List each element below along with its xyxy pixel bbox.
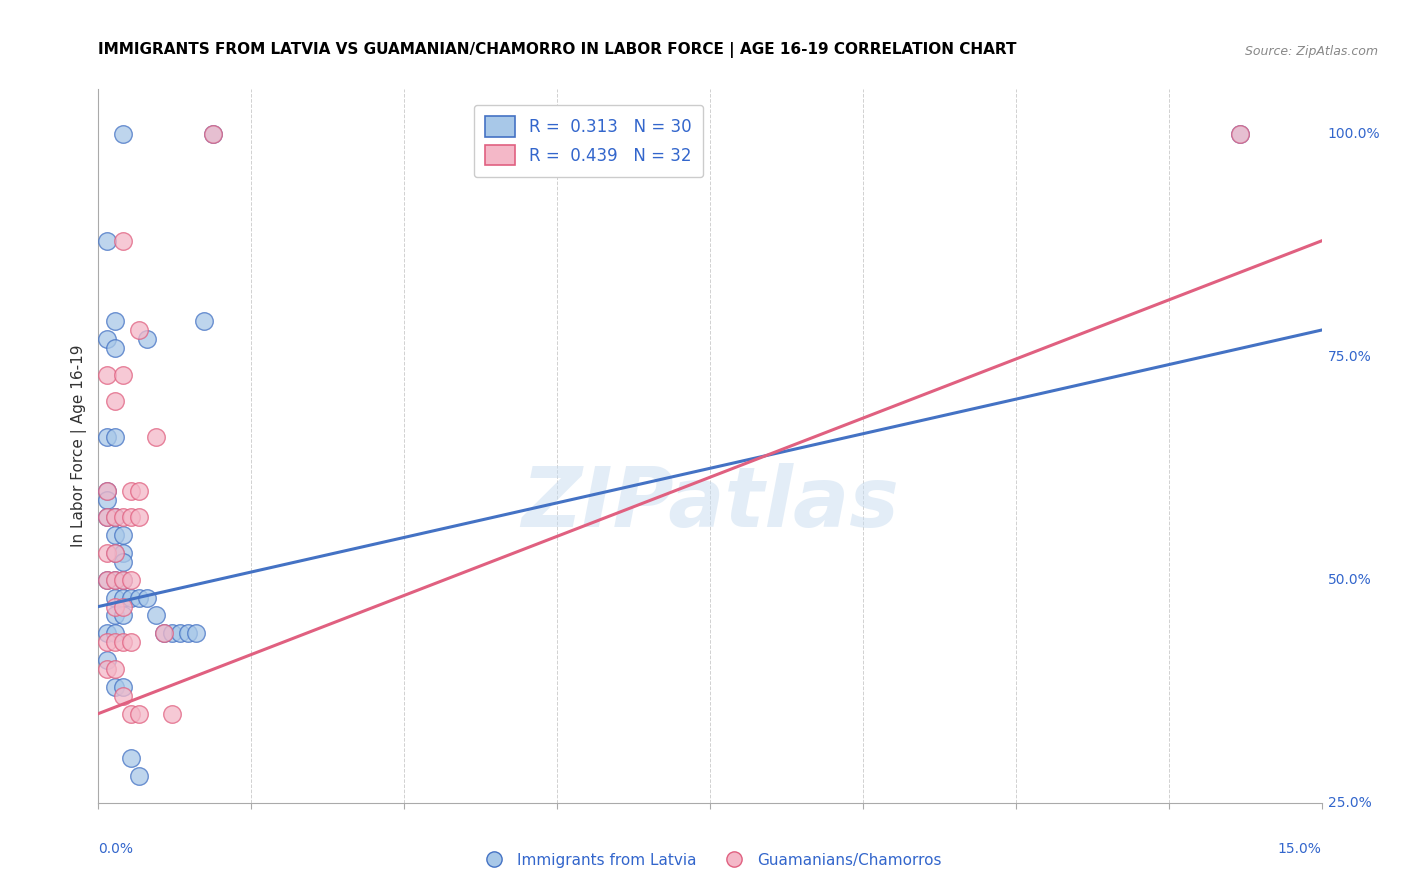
Point bbox=[104, 510, 127, 524]
Point bbox=[120, 751, 142, 765]
Legend: Immigrants from Latvia, Guamanians/Chamorros: Immigrants from Latvia, Guamanians/Chamo… bbox=[472, 847, 948, 873]
Point bbox=[104, 394, 127, 409]
Point bbox=[145, 608, 167, 623]
Point bbox=[104, 591, 127, 605]
Point bbox=[96, 510, 118, 524]
Point bbox=[177, 626, 200, 640]
Point bbox=[104, 546, 127, 560]
Point bbox=[128, 483, 150, 498]
Point bbox=[96, 510, 118, 524]
Text: 75.0%: 75.0% bbox=[1327, 350, 1371, 364]
Point bbox=[128, 706, 150, 721]
Point bbox=[111, 127, 134, 141]
Text: IMMIGRANTS FROM LATVIA VS GUAMANIAN/CHAMORRO IN LABOR FORCE | AGE 16-19 CORRELAT: IMMIGRANTS FROM LATVIA VS GUAMANIAN/CHAM… bbox=[98, 42, 1017, 58]
Point bbox=[96, 573, 118, 587]
Point bbox=[96, 653, 118, 667]
Point bbox=[120, 483, 142, 498]
Point bbox=[104, 680, 127, 694]
Point bbox=[96, 483, 118, 498]
Point bbox=[136, 332, 159, 346]
Point bbox=[169, 885, 191, 892]
Point bbox=[152, 626, 174, 640]
Point bbox=[96, 332, 118, 346]
Point bbox=[96, 492, 118, 507]
Point bbox=[96, 626, 118, 640]
Point bbox=[96, 234, 118, 248]
Point bbox=[111, 591, 134, 605]
Y-axis label: In Labor Force | Age 16-19: In Labor Force | Age 16-19 bbox=[72, 344, 87, 548]
Point bbox=[128, 769, 150, 783]
Point bbox=[120, 510, 142, 524]
Point bbox=[104, 341, 127, 355]
Point bbox=[104, 635, 127, 649]
Text: 15.0%: 15.0% bbox=[1278, 842, 1322, 856]
Point bbox=[96, 573, 118, 587]
Point bbox=[152, 626, 174, 640]
Point bbox=[111, 528, 134, 542]
Point bbox=[104, 573, 127, 587]
Point bbox=[96, 662, 118, 676]
Point bbox=[128, 591, 150, 605]
Text: Source: ZipAtlas.com: Source: ZipAtlas.com bbox=[1244, 45, 1378, 58]
Point bbox=[104, 510, 127, 524]
Point bbox=[104, 528, 127, 542]
Point bbox=[111, 234, 134, 248]
Point bbox=[145, 430, 167, 444]
Point bbox=[96, 546, 118, 560]
Point bbox=[111, 635, 134, 649]
Point bbox=[104, 626, 127, 640]
Point bbox=[193, 314, 215, 328]
Point bbox=[111, 510, 134, 524]
Point bbox=[104, 546, 127, 560]
Point bbox=[120, 635, 142, 649]
Point bbox=[111, 689, 134, 703]
Point bbox=[104, 599, 127, 614]
Point bbox=[111, 555, 134, 569]
Point bbox=[201, 127, 224, 141]
Point bbox=[96, 368, 118, 382]
Point bbox=[104, 510, 127, 524]
Point bbox=[111, 573, 134, 587]
Text: ZIPatlas: ZIPatlas bbox=[522, 463, 898, 543]
Point bbox=[136, 591, 159, 605]
Point bbox=[96, 430, 118, 444]
Point bbox=[201, 127, 224, 141]
Text: 0.0%: 0.0% bbox=[98, 842, 134, 856]
Point bbox=[160, 626, 183, 640]
Point bbox=[1229, 127, 1251, 141]
Point bbox=[120, 706, 142, 721]
Text: 100.0%: 100.0% bbox=[1327, 127, 1381, 141]
Point bbox=[111, 573, 134, 587]
Point bbox=[104, 608, 127, 623]
Point bbox=[104, 430, 127, 444]
Point bbox=[96, 635, 118, 649]
Point bbox=[169, 626, 191, 640]
Text: 50.0%: 50.0% bbox=[1327, 573, 1371, 587]
Point bbox=[128, 510, 150, 524]
Point bbox=[104, 662, 127, 676]
Point bbox=[128, 323, 150, 337]
Text: 25.0%: 25.0% bbox=[1327, 796, 1371, 810]
Point bbox=[186, 626, 208, 640]
Point bbox=[120, 573, 142, 587]
Point bbox=[111, 546, 134, 560]
Point bbox=[111, 368, 134, 382]
Point bbox=[1229, 127, 1251, 141]
Point bbox=[104, 573, 127, 587]
Point bbox=[96, 483, 118, 498]
Point bbox=[120, 591, 142, 605]
Point bbox=[104, 314, 127, 328]
Point bbox=[111, 680, 134, 694]
Point bbox=[111, 608, 134, 623]
Point bbox=[177, 885, 200, 892]
Point bbox=[111, 599, 134, 614]
Point bbox=[160, 706, 183, 721]
